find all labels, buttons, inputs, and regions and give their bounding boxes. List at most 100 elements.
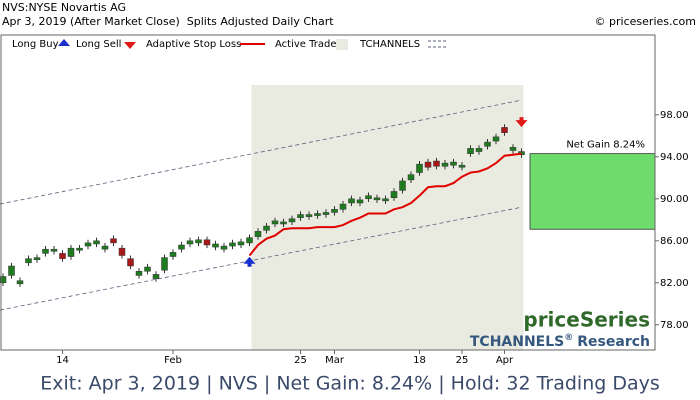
candle-body xyxy=(297,214,304,218)
y-tick-label: 98.00 xyxy=(660,110,689,121)
x-tick-label: 25 xyxy=(456,355,469,366)
candle-body xyxy=(475,148,483,152)
channel-line xyxy=(0,206,522,311)
x-tick-label: 18 xyxy=(413,355,426,366)
candle-body xyxy=(305,214,313,217)
candle-body xyxy=(127,258,134,267)
candle-body xyxy=(212,243,219,248)
candle-body xyxy=(101,245,109,250)
candle-body xyxy=(509,147,517,151)
footer: Exit: Apr 3, 2019 | NVS | Net Gain: 8.24… xyxy=(40,373,660,395)
candle-body xyxy=(118,247,126,256)
chart-title: NVS:NYSE Novartis AG xyxy=(2,1,126,14)
legend-label: Adaptive Stop Loss xyxy=(146,39,241,50)
candle-body xyxy=(348,198,355,204)
candle-body xyxy=(458,164,466,168)
channel-line xyxy=(0,99,522,205)
candle-body xyxy=(322,212,330,215)
legend-label: Long Sell xyxy=(76,39,121,50)
candle-body xyxy=(424,161,432,168)
candle-body xyxy=(407,174,415,181)
y-tick-label: 90.00 xyxy=(660,194,689,205)
active-trade-region xyxy=(251,85,524,350)
candle-body xyxy=(288,218,296,223)
x-tick-label: Mar xyxy=(325,355,345,366)
candle-body xyxy=(441,162,449,167)
legend-marker xyxy=(124,42,136,49)
candle-body xyxy=(433,160,440,167)
watermark-part: ® xyxy=(564,333,573,343)
watermark-brand: priceSeries xyxy=(523,308,650,332)
candle-body xyxy=(314,213,321,216)
x-tick-label: 14 xyxy=(56,355,69,366)
candle-body xyxy=(229,242,236,247)
legend-marker xyxy=(336,39,348,50)
candle-body xyxy=(484,141,491,147)
x-tick-label: Feb xyxy=(164,355,182,366)
candle-body xyxy=(501,127,508,133)
watermark-research: TCHANNELS® Research xyxy=(470,333,650,351)
candle-body xyxy=(246,237,253,244)
candle-body xyxy=(93,240,100,245)
candle-body xyxy=(110,238,117,244)
candle-body xyxy=(399,180,406,191)
candle-body xyxy=(220,245,228,250)
sell-arrow xyxy=(515,117,528,128)
candle-body xyxy=(382,198,389,202)
candle-body xyxy=(339,203,347,210)
candle-body xyxy=(76,247,83,251)
candle-body xyxy=(67,247,75,257)
candle-body xyxy=(161,257,168,271)
candle-body xyxy=(50,248,58,252)
legend-label: Long Buy xyxy=(12,39,59,50)
candle-body xyxy=(416,163,423,173)
candle-body xyxy=(16,280,24,285)
candle-body xyxy=(0,276,7,284)
candle-body xyxy=(331,209,338,213)
copyright: © priceseries.com xyxy=(595,15,696,28)
net-gain-label: Net Gain 8.24% xyxy=(566,140,645,151)
candle-body xyxy=(152,274,160,279)
candle-body xyxy=(390,191,398,198)
candle-body xyxy=(263,225,270,231)
candle-body xyxy=(84,242,92,247)
candle-body xyxy=(195,239,202,244)
x-tick-label: Apr xyxy=(496,355,514,366)
candle-body xyxy=(135,271,143,276)
candle-body xyxy=(203,239,211,246)
candle-body xyxy=(271,220,279,225)
legend-label: Active Trade xyxy=(275,39,337,50)
candle-body xyxy=(169,252,177,257)
watermark-part: TCHANNELS xyxy=(470,334,564,350)
legend-marker xyxy=(58,39,70,46)
y-tick-label: 78.00 xyxy=(660,320,689,331)
candle-body xyxy=(280,221,287,225)
candle-body xyxy=(42,248,49,254)
candle-body xyxy=(450,161,457,166)
watermark-part: Research xyxy=(577,334,650,350)
y-tick-label: 82.00 xyxy=(660,278,689,289)
candle-body xyxy=(33,257,41,260)
candle-body xyxy=(237,241,245,246)
candle-body xyxy=(25,258,32,264)
candle-body xyxy=(59,253,66,259)
candle-body xyxy=(365,195,372,200)
candle-body xyxy=(467,148,474,154)
candle-body xyxy=(144,266,151,272)
candle-body xyxy=(178,244,185,250)
candle-body xyxy=(186,240,194,245)
stop-loss-line xyxy=(248,152,522,257)
candle-body xyxy=(492,136,500,142)
plot-frame xyxy=(0,34,656,351)
candle-body xyxy=(254,231,262,237)
candle-body xyxy=(8,265,15,276)
net-gain-box xyxy=(529,153,656,230)
chart-subtitle: Apr 3, 2019 (After Market Close) Splits … xyxy=(2,15,334,28)
y-tick-label: 94.00 xyxy=(660,152,689,163)
x-tick-label: 25 xyxy=(294,355,307,366)
candle-body xyxy=(356,199,364,204)
buy-arrow xyxy=(243,256,256,267)
legend-label: TCHANNELS xyxy=(359,39,420,50)
candle-body xyxy=(373,197,381,201)
